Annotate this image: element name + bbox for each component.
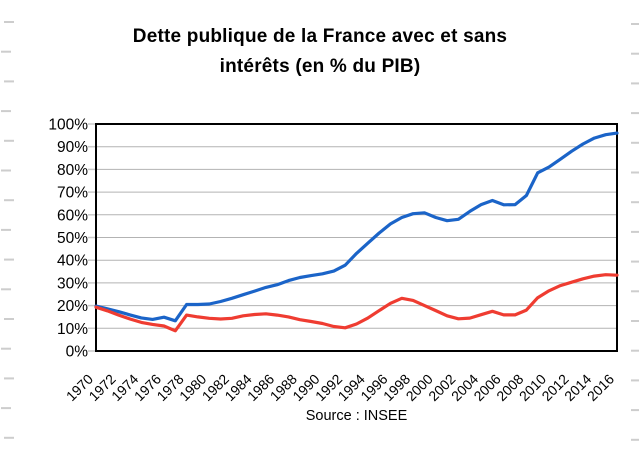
right-edge-artifact [631, 52, 639, 55]
series-line-avec-interets [94, 131, 619, 323]
y-tick-label: 10% [57, 321, 88, 338]
y-tick-label: 40% [57, 253, 88, 270]
right-edge-artifact [631, 141, 639, 144]
y-tick-label: 20% [57, 298, 88, 315]
plot-border [95, 123, 618, 352]
left-edge-artifact [1, 169, 11, 172]
y-tick-label: 70% [57, 185, 88, 202]
left-edge-artifact [4, 318, 14, 320]
left-edge-artifact [1, 228, 11, 231]
right-edge-artifact [631, 320, 639, 322]
left-edge-artifact [4, 199, 14, 202]
left-edge-artifact [1, 347, 11, 350]
right-edge-artifact [631, 379, 639, 382]
left-edge-artifact [4, 80, 14, 83]
right-edge-artifact [631, 201, 639, 204]
source-caption: Source : INSEE [305, 408, 408, 424]
right-edge-artifact [631, 112, 639, 115]
right-edge-artifact [631, 260, 639, 263]
y-axis-labels: 0% 10% 20% 30% 40% 50% 60% 70% 80% 90% 100% [48, 117, 88, 361]
chart-title: Dette publique de la France avec et sans… [0, 22, 640, 82]
right-edge-artifact [631, 82, 639, 85]
right-edge-artifact [631, 409, 639, 412]
right-edge-artifact [631, 438, 639, 441]
left-edge-artifact [1, 407, 11, 410]
x-axis-labels: 1970197219741976197819801982198419861988… [63, 371, 617, 404]
y-tick-label: 30% [57, 275, 88, 292]
chart-title-line1: Dette publique de la France avec et sans [132, 26, 508, 47]
series-line-sans-interets [94, 273, 619, 333]
right-edge-artifact [631, 230, 639, 233]
y-tick-label: 90% [57, 139, 88, 156]
left-edge-artifact [4, 139, 14, 142]
right-edge-artifact [631, 23, 639, 25]
y-tick-label: 100% [48, 117, 88, 134]
left-edge-artifact [4, 436, 14, 439]
x-tick-label: 2016 [584, 371, 617, 404]
left-edge-artifact [1, 110, 11, 113]
gridlines [88, 123, 617, 352]
left-edge-artifact [4, 377, 14, 380]
y-tick-label: 60% [57, 207, 88, 224]
right-edge-artifact [631, 171, 639, 174]
left-edge-artifact [4, 21, 14, 23]
right-edge-artifact [631, 349, 639, 352]
y-tick-label: 80% [57, 162, 88, 179]
left-edge-artifact [4, 258, 14, 261]
chart-title-line2: intérêts (en % du PIB) [219, 56, 421, 77]
right-edge-artifact [631, 290, 639, 293]
y-tick-label: 50% [57, 230, 88, 247]
left-edge-artifact [1, 50, 11, 53]
y-tick-label: 0% [66, 344, 89, 361]
left-edge-artifact [1, 288, 11, 291]
